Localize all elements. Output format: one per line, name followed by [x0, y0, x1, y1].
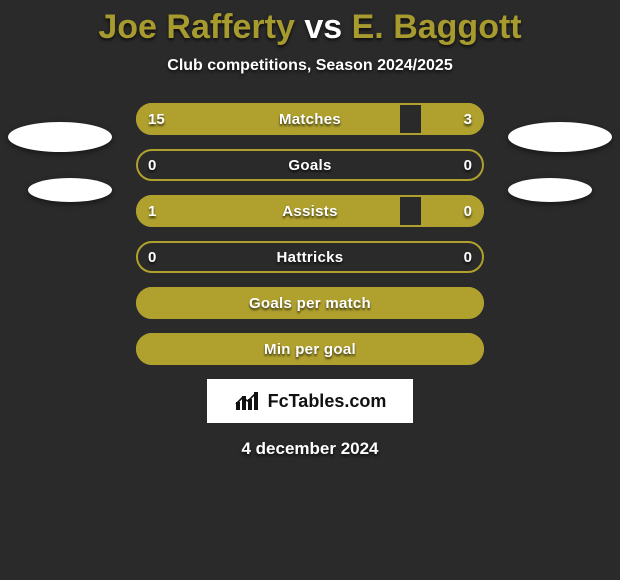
stat-label: Hattricks [136, 241, 484, 273]
stat-value-right: 3 [464, 103, 472, 135]
stat-row: Matches15 3 [136, 103, 484, 135]
brand-text: FcTables.com [268, 391, 387, 412]
player2-club-logo [508, 178, 592, 202]
vs-label: vs [304, 8, 342, 46]
subtitle: Club competitions, Season 2024/2025 [0, 57, 620, 75]
stat-value-left: 0 [148, 149, 156, 181]
comparison-title: Joe Rafferty vs E. Baggott [0, 0, 620, 47]
player1-name: Joe Rafferty [98, 8, 295, 46]
stat-label: Matches [136, 103, 484, 135]
player2-name: E. Baggott [352, 8, 522, 46]
stat-label: Goals per match [136, 287, 484, 319]
player2-photo [508, 122, 612, 152]
stat-row: Min per goal [136, 333, 484, 365]
stat-label: Goals [136, 149, 484, 181]
brand-chart-icon [234, 390, 262, 412]
brand-badge: FcTables.com [207, 379, 413, 423]
stat-value-right: 0 [464, 241, 472, 273]
stats-container: Matches153Goals00Assists10Hattricks00Goa… [136, 103, 484, 365]
stat-value-left: 15 [148, 103, 165, 135]
stat-label: Min per goal [136, 333, 484, 365]
stat-value-right: 0 [464, 149, 472, 181]
stat-value-left: 1 [148, 195, 156, 227]
stat-row: Goals0 0 [136, 149, 484, 181]
stat-value-right: 0 [464, 195, 472, 227]
player1-photo [8, 122, 112, 152]
stat-row: Hattricks0 0 [136, 241, 484, 273]
snapshot-date: 4 december 2024 [0, 439, 620, 459]
stat-label: Assists [136, 195, 484, 227]
stat-value-left: 0 [148, 241, 156, 273]
player1-club-logo [28, 178, 112, 202]
stat-row: Goals per match [136, 287, 484, 319]
stat-row: Assists1 0 [136, 195, 484, 227]
